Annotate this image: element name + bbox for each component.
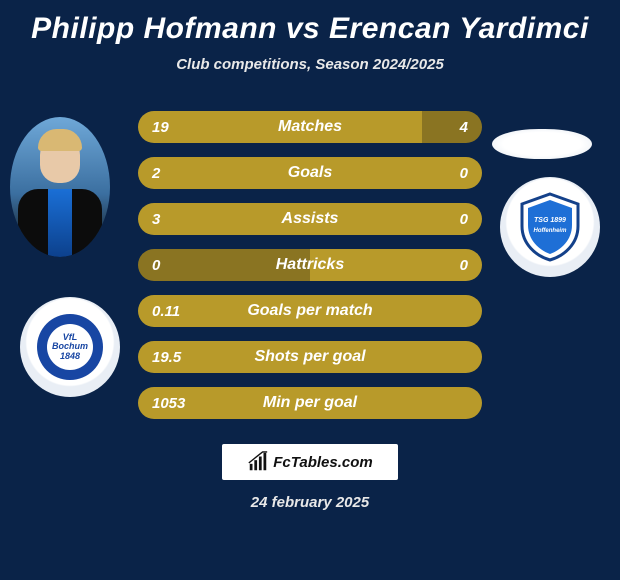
player-right-avatar: [492, 129, 592, 159]
stat-row: Goals per match0.11: [138, 295, 482, 327]
stat-row: Matches194: [138, 111, 482, 143]
stat-left-segment: [138, 387, 482, 419]
stat-left-segment: [138, 157, 482, 189]
stat-row: Assists30: [138, 203, 482, 235]
shield-icon: TSG 1899 Hoffenheim: [518, 192, 582, 262]
player-left-avatar: [10, 117, 110, 257]
page-title: Philipp Hofmann vs Erencan Yardimci: [0, 0, 620, 46]
club-right-crest: TSG 1899 Hoffenheim: [500, 177, 600, 277]
stat-right-segment: [422, 111, 482, 143]
stat-row: Min per goal1053: [138, 387, 482, 419]
footer-brand-text: FcTables.com: [273, 454, 372, 471]
stat-row: Hattricks00: [138, 249, 482, 281]
stat-left-segment: [138, 295, 482, 327]
stat-row: Shots per goal19.5: [138, 341, 482, 373]
stat-right-segment: [310, 249, 482, 281]
stat-left-segment: [138, 111, 422, 143]
svg-text:TSG 1899: TSG 1899: [534, 217, 566, 224]
club-left-crest-text: VfL Bochum 1848: [52, 333, 88, 361]
stat-row: Goals20: [138, 157, 482, 189]
page-subtitle: Club competitions, Season 2024/2025: [0, 56, 620, 73]
stat-left-segment: [138, 341, 482, 373]
club-left-crest: VfL Bochum 1848: [20, 297, 120, 397]
stat-left-segment: [138, 203, 482, 235]
chart-icon: [247, 451, 269, 473]
footer-brand: FcTables.com: [222, 444, 398, 480]
svg-text:Hoffenheim: Hoffenheim: [534, 228, 568, 234]
footer-date: 24 february 2025: [0, 494, 620, 511]
stat-left-segment: [138, 249, 310, 281]
stat-bars: Matches194 Goals20 Assists30 Hattricks00 Goa…: [138, 111, 482, 433]
comparison-panel: VfL Bochum 1848 TSG 1899 Hoffenheim Matc…: [0, 99, 620, 439]
